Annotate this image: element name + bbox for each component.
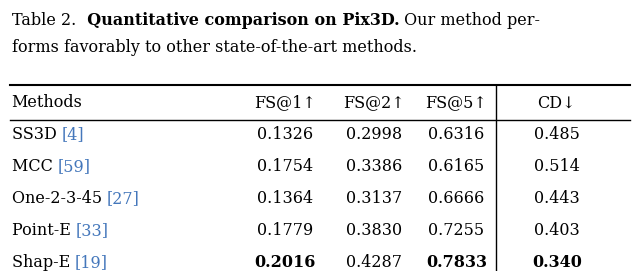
Text: 0.3386: 0.3386 <box>346 159 403 175</box>
Text: 0.1779: 0.1779 <box>257 222 313 239</box>
Text: 0.2016: 0.2016 <box>254 254 316 271</box>
Text: 0.7833: 0.7833 <box>426 254 487 271</box>
Text: forms favorably to other state-of-the-art methods.: forms favorably to other state-of-the-ar… <box>12 39 417 56</box>
Text: FS@2↑: FS@2↑ <box>344 95 405 111</box>
Text: 0.3830: 0.3830 <box>346 222 403 239</box>
Text: 0.6666: 0.6666 <box>428 191 484 207</box>
Text: 0.485: 0.485 <box>534 127 580 143</box>
Text: Quantitative comparison on Pix3D.: Quantitative comparison on Pix3D. <box>76 12 399 29</box>
Text: 0.1754: 0.1754 <box>257 159 313 175</box>
Text: 0.340: 0.340 <box>532 254 582 271</box>
Text: 0.443: 0.443 <box>534 191 580 207</box>
Text: 0.1326: 0.1326 <box>257 127 313 143</box>
Text: SS3D: SS3D <box>12 127 61 143</box>
Text: One-2-3-45: One-2-3-45 <box>12 191 107 207</box>
Text: 0.2998: 0.2998 <box>346 127 403 143</box>
Text: 0.1364: 0.1364 <box>257 191 313 207</box>
Text: Table 2.: Table 2. <box>12 12 76 29</box>
Text: 0.3137: 0.3137 <box>346 191 403 207</box>
Text: CD↓: CD↓ <box>538 95 576 111</box>
Text: Our method per-: Our method per- <box>399 12 540 29</box>
Text: [19]: [19] <box>75 254 108 271</box>
Text: 0.7255: 0.7255 <box>428 222 484 239</box>
Text: 0.6165: 0.6165 <box>428 159 484 175</box>
Text: 0.403: 0.403 <box>534 222 580 239</box>
Text: [59]: [59] <box>58 159 90 175</box>
Text: 0.514: 0.514 <box>534 159 580 175</box>
Text: [27]: [27] <box>107 191 140 207</box>
Text: Methods: Methods <box>12 95 83 111</box>
Text: FS@5↑: FS@5↑ <box>426 95 487 111</box>
Text: 0.4287: 0.4287 <box>346 254 403 271</box>
Text: MCC: MCC <box>12 159 58 175</box>
Text: Shap-E: Shap-E <box>12 254 75 271</box>
Text: [33]: [33] <box>76 222 109 239</box>
Text: 0.6316: 0.6316 <box>428 127 484 143</box>
Text: FS@1↑: FS@1↑ <box>254 95 316 111</box>
Text: [4]: [4] <box>61 127 84 143</box>
Text: Point-E: Point-E <box>12 222 76 239</box>
